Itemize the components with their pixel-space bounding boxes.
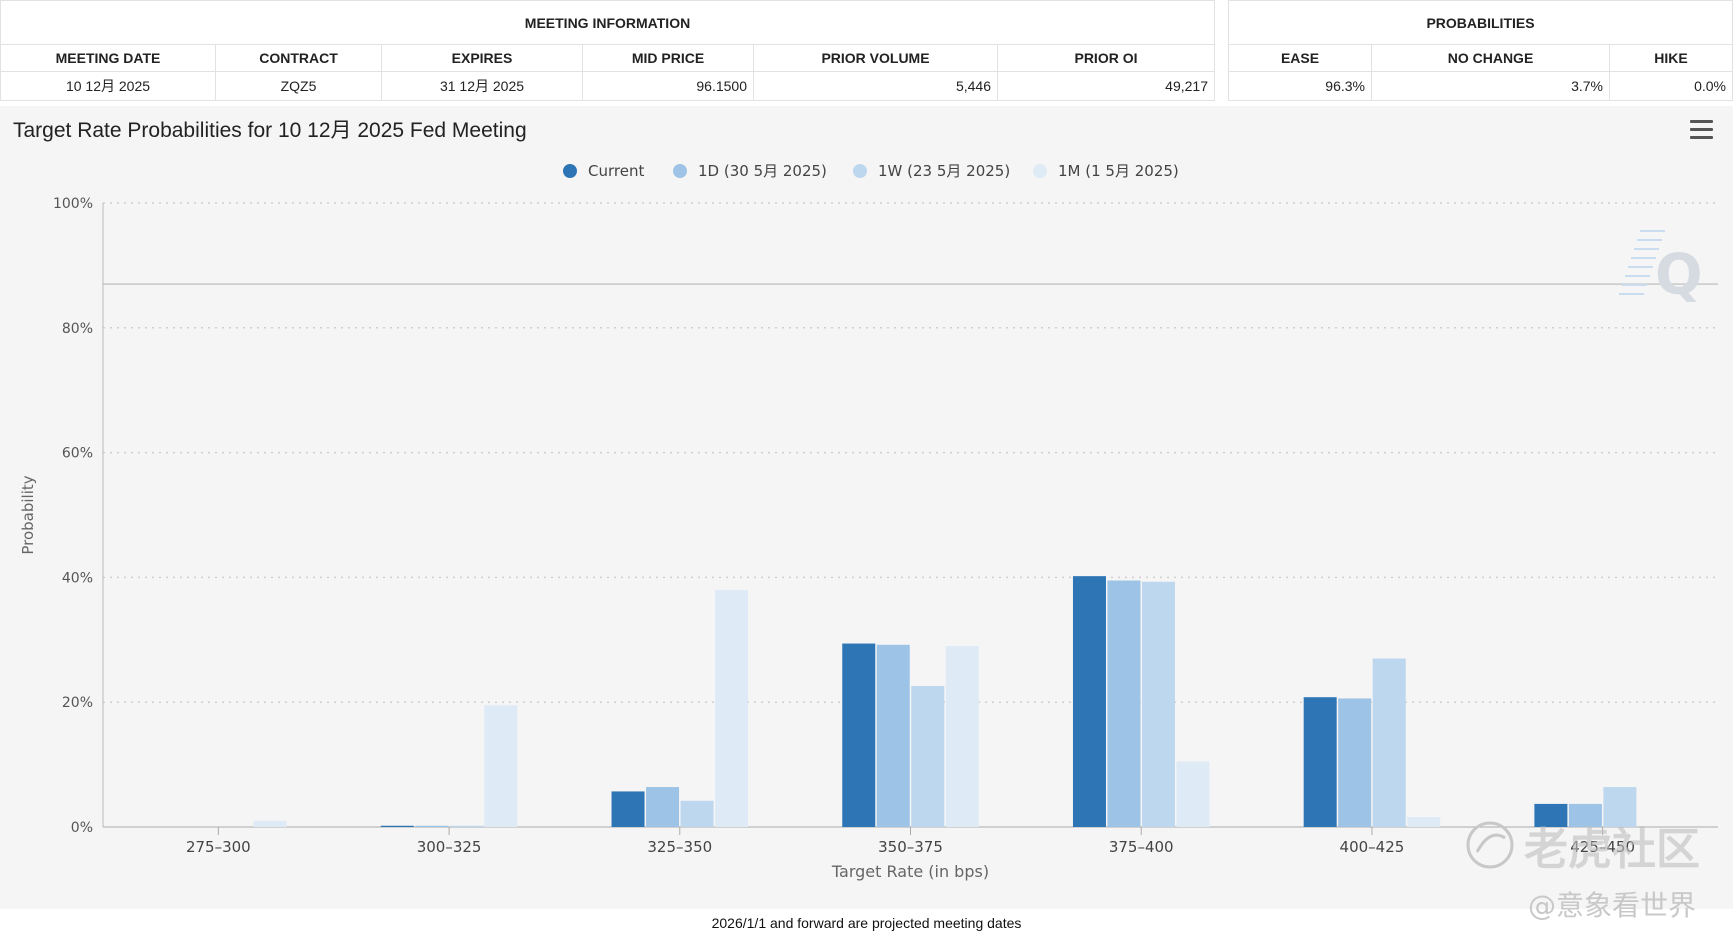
y-tick-label: 80% <box>62 321 93 337</box>
bar-4-325-350 <box>715 589 749 827</box>
meeting-info-title: MEETING INFORMATION <box>0 0 1215 45</box>
cell-no-change: 3.7% <box>1371 71 1610 101</box>
y-axis-title: Probability <box>19 475 37 554</box>
bar-4-275-300 <box>253 820 287 827</box>
bar-1-325-350 <box>611 791 645 827</box>
bar-4-375-400 <box>1176 761 1210 827</box>
bar-3-350-375 <box>911 685 945 827</box>
bar-3-375-400 <box>1141 581 1175 827</box>
probabilities-title: PROBABILITIES <box>1228 0 1733 45</box>
bar-1-375-400 <box>1072 576 1106 827</box>
bar-2-325-350 <box>646 787 680 827</box>
footer-note: 2026/1/1 and forward are projected meeti… <box>711 915 1022 931</box>
bar-4-300-325 <box>484 705 518 827</box>
legend-label-4: 1M (1 5月 2025) <box>1058 162 1179 180</box>
y-tick-label: 40% <box>62 570 93 586</box>
probabilities-table: PROBABILITIES EASE NO CHANGE HIKE 96.3% … <box>1228 0 1733 101</box>
hamburger-menu-icon[interactable] <box>1690 120 1713 140</box>
x-tick-label: 300–325 <box>417 838 482 856</box>
header-ease: EASE <box>1228 44 1372 72</box>
bar-3-325-350 <box>680 800 714 827</box>
cell-meeting-date: 10 12月 2025 <box>0 71 216 101</box>
header-meeting-date: MEETING DATE <box>0 44 216 72</box>
cell-hike: 0.0% <box>1609 71 1733 101</box>
x-tick-label: 425–450 <box>1570 838 1635 856</box>
bar-1-300-325 <box>380 825 414 827</box>
cell-prior-oi: 49,217 <box>997 71 1215 101</box>
bar-2-375-400 <box>1107 580 1141 827</box>
header-expires: EXPIRES <box>381 44 583 72</box>
legend-marker-1 <box>563 164 577 178</box>
watermark-name: @意象看世界 <box>1528 889 1697 922</box>
y-tick-label: 0% <box>71 820 93 836</box>
bar-3-400-425 <box>1372 658 1406 827</box>
x-axis-title: Target Rate (in bps) <box>831 862 989 881</box>
x-tick-label: 325–350 <box>647 838 712 856</box>
bar-4-400-425 <box>1407 817 1441 827</box>
header-no-change: NO CHANGE <box>1371 44 1610 72</box>
legend-label-3: 1W (23 5月 2025) <box>878 162 1010 180</box>
bar-1-400-425 <box>1303 697 1337 827</box>
legend-label-2: 1D (30 5月 2025) <box>698 162 827 180</box>
bar-2-300-325 <box>415 825 449 827</box>
bar-3-425-450 <box>1603 787 1637 827</box>
meeting-info-table: MEETING INFORMATION MEETING DATE CONTRAC… <box>0 0 1215 101</box>
y-tick-label: 60% <box>62 446 93 462</box>
header-contract: CONTRACT <box>215 44 382 72</box>
legend-marker-3 <box>853 164 867 178</box>
y-tick-label: 100% <box>53 196 93 212</box>
legend-marker-4 <box>1033 164 1047 178</box>
bar-2-350-375 <box>876 644 910 827</box>
x-tick-label: 350–375 <box>878 838 943 856</box>
chart-panel: 0% 20% 40% 60% 80% 100% 275–300 300–325 325–350 3… <box>0 106 1733 909</box>
x-tick-label: 275–300 <box>186 838 251 856</box>
header-prior-oi: PRIOR OI <box>997 44 1215 72</box>
x-tick-label: 400–425 <box>1340 838 1405 856</box>
cell-ease: 96.3% <box>1228 71 1372 101</box>
probability-chart: 0% 20% 40% 60% 80% 100% 275–300 300–325 325–350 3… <box>19 162 1718 881</box>
cell-expires: 31 12月 2025 <box>381 71 583 101</box>
bar-1-350-375 <box>842 643 876 827</box>
q-logo-icon: Q <box>1655 243 1703 308</box>
cell-contract: ZQZ5 <box>215 71 382 101</box>
bar-3-300-325 <box>449 825 483 827</box>
watermark-handle: 老虎社区 <box>1524 824 1700 875</box>
x-tick-label: 375–400 <box>1109 838 1174 856</box>
y-tick-label: 20% <box>62 695 93 711</box>
legend-label-1: Current <box>588 162 644 180</box>
bar-4-350-375 <box>945 646 979 827</box>
cell-prior-volume: 5,446 <box>753 71 998 101</box>
chart-title: Target Rate Probabilities for 10 12月 202… <box>13 119 527 142</box>
bar-2-400-425 <box>1338 698 1372 827</box>
bar-1-425-450 <box>1534 803 1568 827</box>
header-prior-volume: PRIOR VOLUME <box>753 44 998 72</box>
header-hike: HIKE <box>1609 44 1733 72</box>
header-mid-price: MID PRICE <box>582 44 754 72</box>
cell-mid-price: 96.1500 <box>582 71 754 101</box>
legend-marker-2 <box>673 164 687 178</box>
bar-2-425-450 <box>1568 803 1602 827</box>
